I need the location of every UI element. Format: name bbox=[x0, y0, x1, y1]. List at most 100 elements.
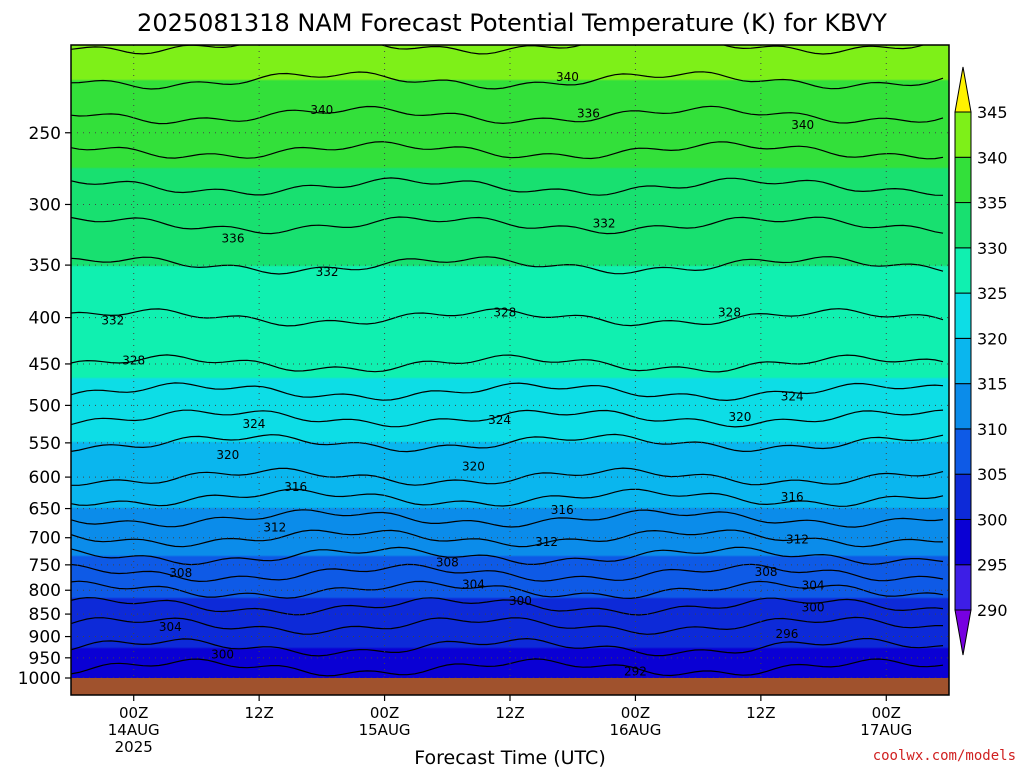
contour-label: 328 bbox=[493, 306, 516, 320]
x-tick-label: 00Z bbox=[872, 704, 901, 722]
contour-label: 316 bbox=[551, 503, 574, 517]
y-tick-label: 550 bbox=[29, 434, 61, 454]
colorbar-label: 305 bbox=[977, 465, 1008, 484]
contour-label: 316 bbox=[781, 490, 804, 504]
contour-label: 308 bbox=[169, 566, 192, 580]
contour-label: 340 bbox=[791, 118, 814, 132]
colorbar-segment bbox=[954, 383, 972, 430]
contour-label: 292 bbox=[624, 664, 647, 678]
colorbar-top-arrow bbox=[954, 66, 972, 113]
y-tick-label: 800 bbox=[29, 581, 61, 601]
y-tick-label: 250 bbox=[29, 124, 61, 144]
y-tick-label: 950 bbox=[29, 649, 61, 669]
colorbar-segment bbox=[954, 337, 972, 385]
contour-label: 320 bbox=[216, 448, 239, 462]
y-tick-label: 450 bbox=[29, 355, 61, 375]
grid-lines bbox=[71, 45, 949, 695]
contour-label: 296 bbox=[776, 627, 799, 641]
contour-label: 308 bbox=[436, 556, 459, 570]
contour-label: 316 bbox=[284, 480, 307, 494]
y-tick-label: 750 bbox=[29, 556, 61, 576]
colorbar-label: 290 bbox=[977, 601, 1008, 620]
contour-line bbox=[71, 529, 944, 548]
x-tick-date: 15AUG bbox=[359, 721, 411, 739]
contour-label: 300 bbox=[211, 648, 234, 662]
x-tick-date: 17AUG bbox=[860, 721, 912, 739]
colorbar-label: 310 bbox=[977, 420, 1008, 439]
contour-label: 328 bbox=[122, 353, 145, 367]
contour-label: 312 bbox=[263, 520, 286, 534]
contour-label: 324 bbox=[781, 390, 804, 404]
colorbar-label: 315 bbox=[977, 375, 1008, 394]
contour-label: 304 bbox=[159, 620, 182, 634]
contour-label: 300 bbox=[802, 601, 825, 615]
y-tick-label: 900 bbox=[29, 628, 61, 648]
x-tick-label: 12Z bbox=[244, 704, 273, 722]
y-tick-label: 650 bbox=[29, 500, 61, 520]
y-tick-label: 600 bbox=[29, 468, 61, 488]
contour-label: 332 bbox=[316, 265, 339, 279]
x-tick-label: 00Z bbox=[370, 704, 399, 722]
colorbar-label: 320 bbox=[977, 329, 1008, 348]
x-tick-label: 12Z bbox=[495, 704, 524, 722]
contour-line bbox=[71, 141, 944, 160]
colorbar-segment bbox=[954, 111, 972, 158]
y-axis: 250 300 350 400 450 500 550 600 650 700 750 800 850 9… bbox=[18, 124, 71, 689]
colorbar-segment bbox=[954, 518, 972, 566]
contour-label: 320 bbox=[728, 410, 751, 424]
contour-line bbox=[71, 177, 944, 196]
y-tick-label: 350 bbox=[29, 256, 61, 276]
contour-line bbox=[71, 488, 944, 507]
contour-label: 336 bbox=[577, 106, 600, 120]
contour-line bbox=[71, 71, 944, 90]
plot-area bbox=[71, 45, 949, 695]
contour-label: 324 bbox=[488, 413, 511, 427]
contour-line bbox=[71, 45, 926, 55]
x-tick-date: 14AUG bbox=[108, 721, 160, 739]
colorbar-segment bbox=[954, 202, 972, 249]
colorbar-segment bbox=[954, 156, 972, 204]
contour-label: 324 bbox=[242, 417, 265, 431]
x-axis-label: Forecast Time (UTC) bbox=[414, 747, 605, 768]
contour-line bbox=[71, 658, 944, 677]
contour-label: 340 bbox=[310, 103, 333, 117]
theta-contours bbox=[71, 45, 944, 677]
contour-line bbox=[71, 596, 944, 616]
x-tick-label: 12Z bbox=[746, 704, 775, 722]
colorbar-label: 295 bbox=[977, 556, 1008, 575]
credit-text: coolwx.com/models bbox=[873, 748, 1016, 764]
contour-line bbox=[71, 637, 944, 657]
colorbar-segment bbox=[954, 473, 972, 520]
colorbar-label: 325 bbox=[977, 284, 1008, 303]
contour-label: 308 bbox=[755, 565, 778, 579]
colorbar-bottom-arrow bbox=[954, 609, 972, 656]
y-tick-label: 400 bbox=[29, 309, 61, 329]
colorbar-segment bbox=[954, 247, 972, 294]
contour-line bbox=[71, 616, 943, 635]
contour-label: 320 bbox=[462, 459, 485, 473]
contour-label: 312 bbox=[786, 532, 809, 546]
colorbar-label: 340 bbox=[977, 148, 1008, 167]
contour-line bbox=[71, 382, 944, 402]
contour-line bbox=[71, 546, 944, 566]
x-tick-label: 00Z bbox=[119, 704, 148, 722]
x-tick-year: 2025 bbox=[115, 738, 153, 756]
ground-strip bbox=[71, 678, 949, 695]
chart-title: 2025081318 NAM Forecast Potential Temper… bbox=[137, 9, 887, 37]
contour-line bbox=[71, 308, 944, 327]
contour-line bbox=[71, 409, 944, 428]
contour-line bbox=[71, 580, 944, 600]
contour-line bbox=[71, 509, 944, 528]
colorbar-segment bbox=[954, 292, 972, 339]
y-tick-label: 300 bbox=[29, 195, 61, 215]
colorbar: 345 340 335 330 325 320 315 310 305 300 295 290 bbox=[954, 66, 1008, 656]
contour-label: 304 bbox=[462, 577, 485, 591]
contour-label: 300 bbox=[509, 594, 532, 608]
contour-label: 336 bbox=[222, 231, 245, 245]
colorbar-segment bbox=[954, 428, 972, 475]
y-tick-label: 500 bbox=[29, 396, 61, 416]
contour-labels: 340 340 336 340 336 332 332 332 328 328 328 324 324 3… bbox=[101, 70, 824, 678]
colorbar-label: 330 bbox=[977, 239, 1008, 258]
